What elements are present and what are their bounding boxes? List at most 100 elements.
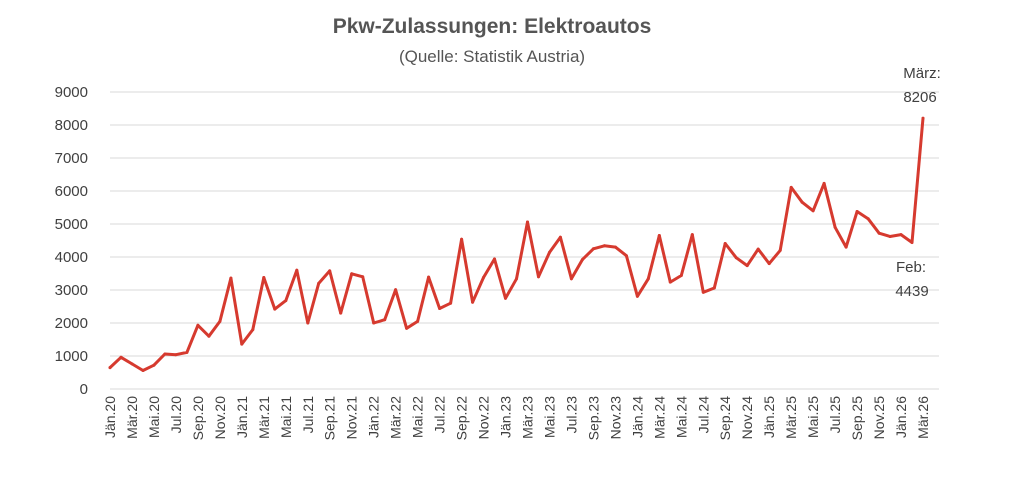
data-point	[602, 244, 606, 248]
data-point	[427, 275, 431, 279]
data-point	[416, 319, 420, 323]
x-tick-label: Mai.25	[805, 396, 821, 438]
data-point	[866, 217, 870, 221]
data-point	[690, 233, 694, 237]
data-point	[635, 294, 639, 298]
x-tick-label: Jul.24	[695, 396, 711, 434]
data-point	[284, 299, 288, 303]
data-point	[558, 235, 562, 239]
data-point	[624, 254, 628, 258]
x-tick-label: Mai.21	[278, 396, 294, 438]
data-point	[910, 241, 914, 244]
x-tick-label: Jän.22	[366, 396, 382, 438]
annotations: März: 8206 Feb: 4439	[895, 65, 940, 300]
data-point	[141, 369, 145, 372]
x-tick-label: Nov.22	[476, 396, 492, 440]
x-tick-label: Mär.24	[651, 396, 667, 439]
data-point	[383, 318, 387, 322]
data-point	[405, 326, 409, 330]
data-point	[240, 342, 244, 346]
data-point	[591, 247, 595, 251]
chart-subtitle: (Quelle: Statistik Austria)	[399, 47, 585, 66]
x-tick-label: Jul.23	[563, 396, 579, 434]
data-point	[778, 248, 782, 252]
x-tick-label: Jän.20	[102, 396, 118, 438]
data-point	[394, 288, 398, 292]
data-point	[646, 277, 650, 281]
y-tick-label: 6000	[55, 183, 88, 200]
data-point	[493, 257, 496, 261]
data-point	[526, 220, 529, 224]
data-point	[855, 210, 859, 213]
x-tick-label: Mai.23	[541, 396, 557, 438]
y-tick-label: 3000	[55, 282, 88, 299]
data-point	[877, 231, 881, 235]
x-axis: Jän.20 Mär.20 Mai.20 Jul.20 Sep.20 Nov.20 Jän.…	[102, 396, 931, 441]
y-tick-label: 9000	[55, 84, 88, 101]
data-point	[548, 250, 551, 254]
x-tick-label: Mär.21	[256, 396, 272, 439]
x-tick-label: Nov.20	[212, 396, 228, 440]
chart-title: Pkw-Zulassungen: Elektroautos	[333, 15, 652, 38]
data-point	[372, 321, 376, 325]
data-point	[328, 269, 332, 273]
data-point	[723, 242, 727, 245]
data-point	[196, 323, 200, 327]
data-point	[361, 275, 365, 279]
annotation-maerz-value: 8206	[903, 89, 936, 106]
x-tick-label: Mai.22	[410, 396, 426, 438]
x-tick-label: Sep.22	[454, 396, 470, 441]
data-point	[537, 275, 540, 279]
data-point	[734, 256, 738, 260]
x-tick-label: Jän.21	[234, 396, 250, 438]
y-tick-label: 4000	[55, 249, 88, 266]
data-point	[262, 276, 266, 279]
data-point	[339, 311, 343, 315]
gridlines	[110, 91, 939, 390]
data-point	[317, 281, 321, 285]
data-point	[657, 234, 661, 237]
x-tick-label: Jul.22	[432, 396, 448, 434]
x-tick-label: Nov.25	[871, 396, 887, 440]
data-point	[207, 334, 211, 338]
data-point	[306, 321, 310, 325]
data-point	[756, 247, 760, 251]
y-tick-label: 1000	[55, 348, 88, 365]
x-tick-label: Mär.23	[519, 396, 535, 439]
y-tick-label: 2000	[55, 315, 88, 332]
annotation-feb-value: 4439	[895, 283, 928, 300]
x-tick-label: Nov.23	[607, 396, 623, 440]
data-point	[899, 233, 903, 237]
x-tick-label: Jul.20	[168, 396, 184, 434]
data-point	[350, 272, 354, 276]
data-point	[679, 274, 683, 277]
data-point	[668, 280, 672, 284]
data-point	[789, 185, 793, 189]
data-point	[745, 264, 749, 268]
data-point	[800, 200, 804, 204]
data-point	[229, 276, 233, 280]
data-point	[504, 296, 507, 300]
data-point	[613, 245, 617, 249]
y-tick-label: 8000	[55, 117, 88, 134]
data-point	[833, 225, 837, 229]
data-point	[701, 290, 705, 294]
x-tick-label: Mär.26	[915, 396, 931, 439]
data-point	[130, 362, 134, 366]
data-point	[712, 286, 716, 290]
x-tick-label: Sep.24	[717, 396, 733, 441]
y-tick-label: 5000	[55, 216, 88, 233]
data-point	[119, 355, 123, 359]
series-line-0	[108, 116, 925, 372]
series-layer	[108, 116, 925, 372]
x-tick-label: Jän.23	[498, 396, 514, 438]
data-point	[218, 319, 222, 323]
x-tick-label: Jän.24	[629, 396, 645, 438]
data-point	[152, 363, 156, 367]
x-tick-label: Sep.20	[190, 396, 206, 441]
data-point	[449, 301, 453, 305]
data-point	[174, 353, 178, 357]
data-point	[844, 245, 848, 249]
data-point	[185, 350, 189, 354]
